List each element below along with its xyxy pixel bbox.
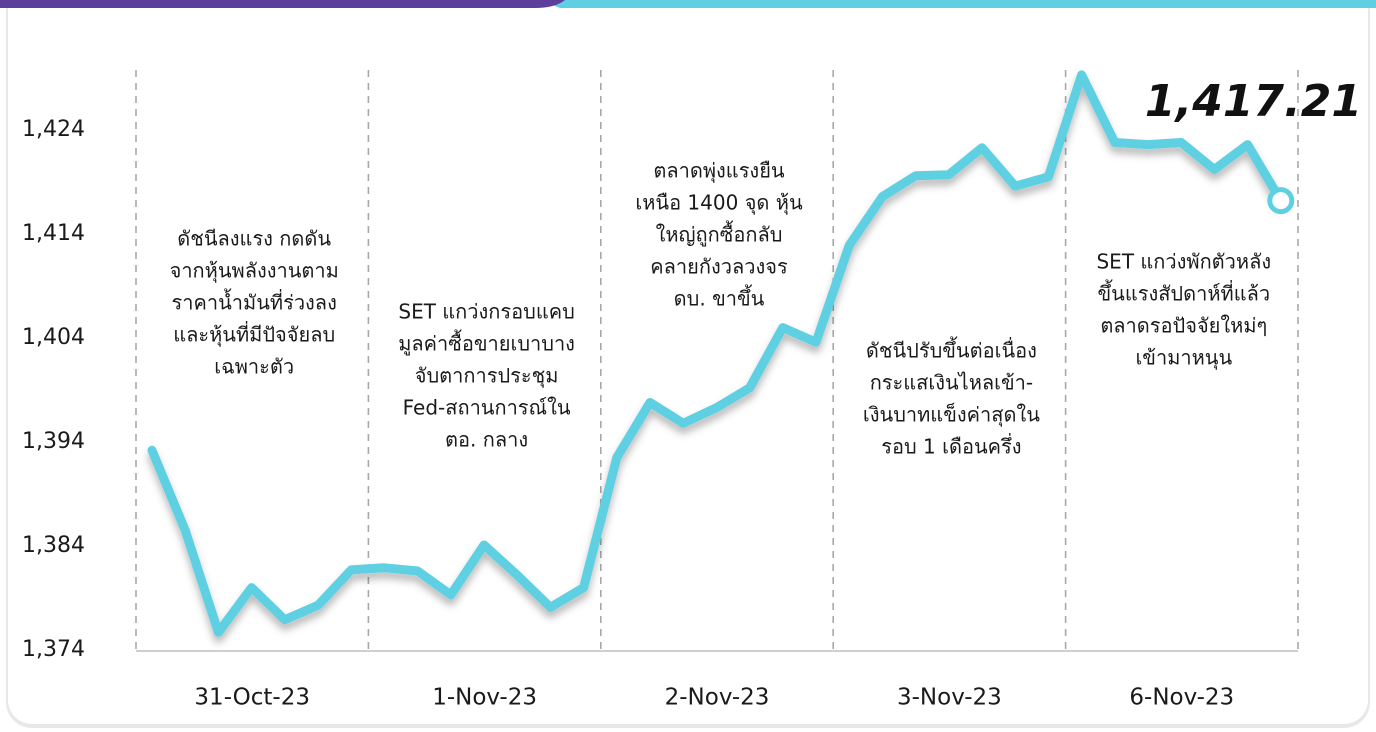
header-bar-cyan — [540, 0, 1376, 8]
end-point — [1267, 187, 1295, 215]
annotation: ขึ้นแรงสัปดาห์ที่แล้ว — [1097, 280, 1270, 306]
y-tick-label: 1,384 — [22, 533, 85, 558]
annotation: คลายกังวลวงจร — [650, 255, 788, 279]
annotation: ราคาน้ำมันที่ร่วงลง — [172, 289, 337, 315]
annotation: ดัชนีลงแรง กดดัน — [177, 227, 331, 251]
annotation: Fed-สถานการณ์ใน — [403, 396, 571, 420]
annotation: กระแสเงินไหลเข้า- — [870, 371, 1033, 395]
header-bar-purple — [0, 0, 565, 8]
annotation: จับตาการประชุม — [415, 364, 559, 389]
annotation: เฉพาะตัว — [214, 355, 294, 379]
x-tick-label: 2-Nov-23 — [665, 685, 770, 711]
annotation: ตลาดพุ่งแรงยืน — [653, 159, 785, 184]
x-tick-label: 3-Nov-23 — [897, 685, 1002, 711]
annotation: เหนือ 1400 จุด หุ้น — [635, 191, 803, 216]
annotation: SET แกว่งกรอบแคบ — [398, 300, 574, 324]
y-tick-label: 1,424 — [22, 117, 85, 142]
y-tick-label: 1,394 — [22, 429, 85, 454]
annotation: มูลค่าซื้อขายเบาบาง — [398, 330, 575, 357]
x-tick-label: 1-Nov-23 — [432, 685, 537, 711]
annotation: รอบ 1 เดือนครึ่ง — [881, 433, 1021, 459]
y-tick-label: 1,414 — [22, 221, 85, 246]
annotation: จากหุ้นพลังงานตาม — [170, 259, 339, 284]
value-label: 1,417.21 — [1145, 76, 1362, 127]
x-tick-label: 6-Nov-23 — [1129, 685, 1234, 711]
annotation: ดบ. ขาขึ้น — [674, 285, 765, 311]
annotation: ดัชนีปรับขึ้นต่อเนื่อง — [866, 337, 1037, 363]
annotation: และหุ้นที่มีปัจจัยลบ — [173, 321, 335, 348]
annotation: ตอ. กลาง — [445, 428, 528, 452]
annotation: ใหญ่ถูกซื้อกลับ — [656, 221, 783, 248]
annotation: เงินบาทแข็งค่าสุดใน — [863, 402, 1040, 428]
annotation: เข้ามาหนุน — [1135, 346, 1232, 371]
annotation: ตลาดรอปัจจัยใหม่ๆ — [1100, 314, 1267, 338]
y-tick-label: 1,374 — [22, 637, 85, 662]
x-tick-label: 31-Oct-23 — [194, 685, 310, 711]
y-tick-label: 1,404 — [22, 325, 85, 350]
series-line — [147, 70, 1286, 637]
annotation: SET แกว่งพักตัวหลัง — [1096, 250, 1271, 274]
